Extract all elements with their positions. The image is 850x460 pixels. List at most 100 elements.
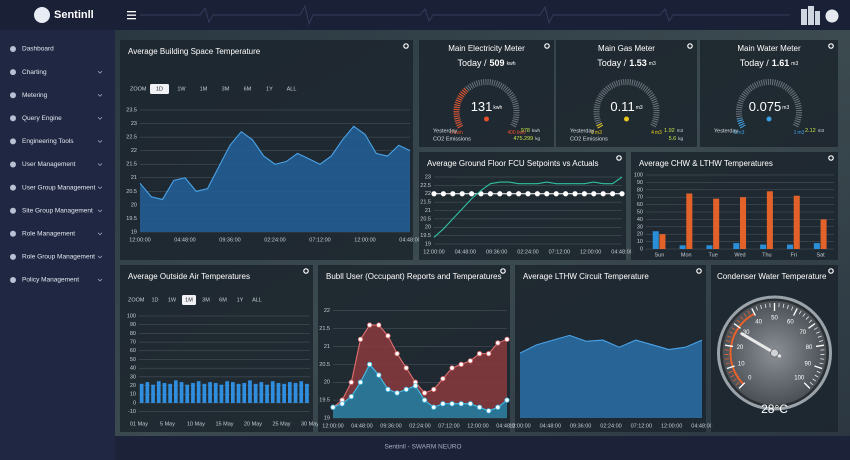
x-tick-label: 12:00:00 (509, 423, 530, 429)
y-tick-label: 60 (130, 348, 136, 354)
gauge-reading-unit: m3 (636, 105, 643, 111)
zoom-button[interactable]: 3M (216, 84, 235, 94)
settings-icon[interactable] (616, 155, 622, 161)
x-tick-label: 12:00:00 (129, 237, 150, 243)
point (421, 397, 428, 403)
zoom-button[interactable]: 1Y (260, 84, 279, 94)
point (431, 386, 437, 392)
panel-title: Condenser Water Temperature (717, 272, 827, 281)
zoom-button[interactable]: 6M (238, 84, 257, 94)
y-tick-label: 21 (131, 175, 137, 181)
point (421, 390, 428, 396)
gauge-min-value: 0 (450, 130, 453, 136)
settings-icon[interactable] (303, 268, 309, 274)
sidebar-item[interactable]: Engineering Tools (10, 138, 103, 145)
bar (282, 383, 286, 403)
user-avatar[interactable] (825, 9, 839, 23)
zoom-button[interactable]: 1D (148, 295, 162, 305)
y-tick-label: 0 (133, 400, 136, 406)
gauge-max-unit: m3 (655, 130, 662, 136)
sidebar-label: Charting (22, 69, 47, 76)
y-tick-label: 30 (637, 224, 643, 230)
gauge-min: 0kwh (450, 130, 463, 136)
bar (270, 381, 275, 403)
dial-minor-tick (818, 340, 824, 342)
point (348, 379, 354, 385)
dial-tick (808, 323, 816, 329)
point (525, 191, 531, 197)
y-tick-label: 10 (637, 239, 643, 245)
y-tick-label: 22 (425, 191, 431, 197)
y-tick-label: 23 (131, 121, 137, 127)
zoom-button[interactable]: 6M (216, 295, 230, 305)
point (497, 191, 503, 197)
sidebar-item[interactable]: Site Group Management (10, 207, 103, 214)
building-icon (801, 6, 820, 25)
zoom-button-label: 1W (168, 297, 177, 303)
zoom-button-label: 1Y (237, 297, 244, 303)
bar (299, 381, 304, 403)
dial-minor-tick (814, 374, 819, 378)
y-tick-label: 21.5 (319, 326, 330, 332)
zoom-button[interactable]: 1Y (233, 295, 247, 305)
zoom-button[interactable]: 1W (172, 84, 191, 94)
sidebar-item[interactable]: User Group Management (10, 184, 103, 191)
zoom-button[interactable]: ALL (250, 295, 264, 305)
brand: Sentinll (54, 9, 94, 21)
zoom-button[interactable]: 3M (199, 295, 213, 305)
sidebar-item[interactable]: Metering (10, 92, 103, 99)
dial-minor-tick (782, 303, 785, 308)
point (403, 365, 409, 371)
zoom-button[interactable]: 1W (165, 295, 179, 305)
dial-minor-tick (817, 335, 822, 338)
settings-icon[interactable] (696, 268, 702, 274)
zoom-button-label: ALL (252, 297, 262, 303)
zoom-button-label: 1M (200, 86, 208, 92)
row-label: Yesterday (433, 128, 458, 134)
x-tick-label: 01 May (130, 421, 148, 427)
gauge-max: 1m3 (794, 130, 805, 136)
today-unit: kwh (507, 61, 516, 67)
settings-icon[interactable] (403, 43, 409, 49)
dial-minor-tick (760, 304, 763, 309)
zoom-button[interactable]: 1M (194, 84, 213, 94)
sidebar-item[interactable]: Charting (10, 69, 103, 76)
sidebar-label: User Group Management (22, 184, 96, 191)
y-tick-label: 30 (130, 374, 136, 380)
sidebar-item[interactable]: User Management (10, 161, 103, 168)
settings-icon[interactable] (544, 43, 550, 49)
gauge-track (593, 79, 660, 129)
x-tick-label: Sat (816, 252, 825, 258)
footer: Sentinll - SWARM NEURO (384, 444, 461, 451)
x-tick-label: 12:00:00 (423, 249, 444, 255)
settings-icon[interactable] (828, 155, 834, 161)
sidebar-icon (10, 207, 16, 214)
settings-icon[interactable] (687, 43, 693, 49)
zoom-button[interactable]: 1M (182, 295, 196, 305)
sidebar-item[interactable]: Role Group Management (10, 254, 103, 261)
settings-icon[interactable] (500, 268, 506, 274)
sidebar-item[interactable]: Role Management (10, 231, 103, 238)
settings-icon[interactable] (828, 268, 834, 274)
dial-minor-tick (809, 382, 814, 386)
bar (740, 197, 747, 249)
settings-icon[interactable] (828, 43, 834, 49)
dial-minor-tick (735, 382, 740, 386)
dial-minor-tick (732, 378, 737, 382)
dial-minor-tick (808, 319, 813, 323)
sidebar-item[interactable]: Dashboard (10, 46, 54, 53)
dial-minor-tick (764, 303, 767, 308)
zoom-button[interactable]: 1D (150, 84, 169, 94)
bar (287, 382, 292, 403)
dial-tick (814, 365, 823, 370)
bar (259, 382, 264, 403)
menu-toggle[interactable] (127, 11, 136, 20)
zoom-button[interactable]: ALL (282, 84, 301, 94)
sidebar-item[interactable]: Query Engine (10, 115, 103, 122)
point (534, 191, 541, 197)
sidebar-label: Engineering Tools (22, 138, 74, 145)
bar (219, 384, 224, 403)
point (600, 191, 606, 197)
y-tick-label: 23.5 (126, 107, 137, 113)
sidebar-item[interactable]: Policy Management (10, 277, 103, 284)
